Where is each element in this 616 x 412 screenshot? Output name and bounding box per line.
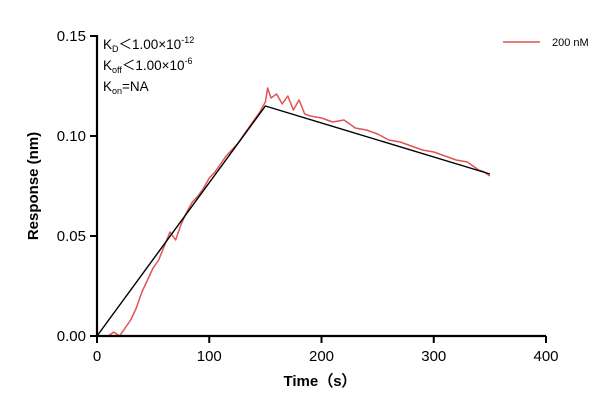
kd-annotation: KD＜1.00×10-12 — [103, 35, 194, 54]
legend: 200 nM — [503, 37, 589, 49]
series-layer — [96, 87, 491, 337]
y-tick-label: 0.05 — [57, 228, 86, 245]
x-ticks: 0 100 200 300 400 — [93, 336, 559, 365]
response-curve-200nm — [97, 87, 491, 337]
x-axis-title: Time（s） — [283, 372, 356, 390]
y-tick-label: 0.00 — [57, 328, 86, 345]
y-axis-title: Response (nm) — [25, 132, 42, 240]
x-tick-label: 400 — [533, 348, 558, 365]
legend-label-200nm: 200 nM — [552, 37, 589, 49]
x-tick-label: 300 — [421, 348, 446, 365]
kinetic-constants: KD＜1.00×10-12 Koff＜1.00×10-6 Kon=NA — [103, 35, 194, 96]
x-tick-label: 100 — [197, 348, 222, 365]
koff-annotation: Koff＜1.00×10-6 — [103, 56, 193, 75]
x-tick-label: 200 — [309, 348, 334, 365]
fit-curve-line — [96, 105, 491, 337]
kon-annotation: Kon=NA — [103, 79, 149, 96]
y-tick-label: 0.10 — [57, 128, 86, 145]
x-tick-label: 0 — [93, 348, 101, 365]
y-tick-label: 0.15 — [57, 28, 86, 45]
y-ticks: 0.00 0.05 0.10 0.15 — [57, 28, 97, 345]
